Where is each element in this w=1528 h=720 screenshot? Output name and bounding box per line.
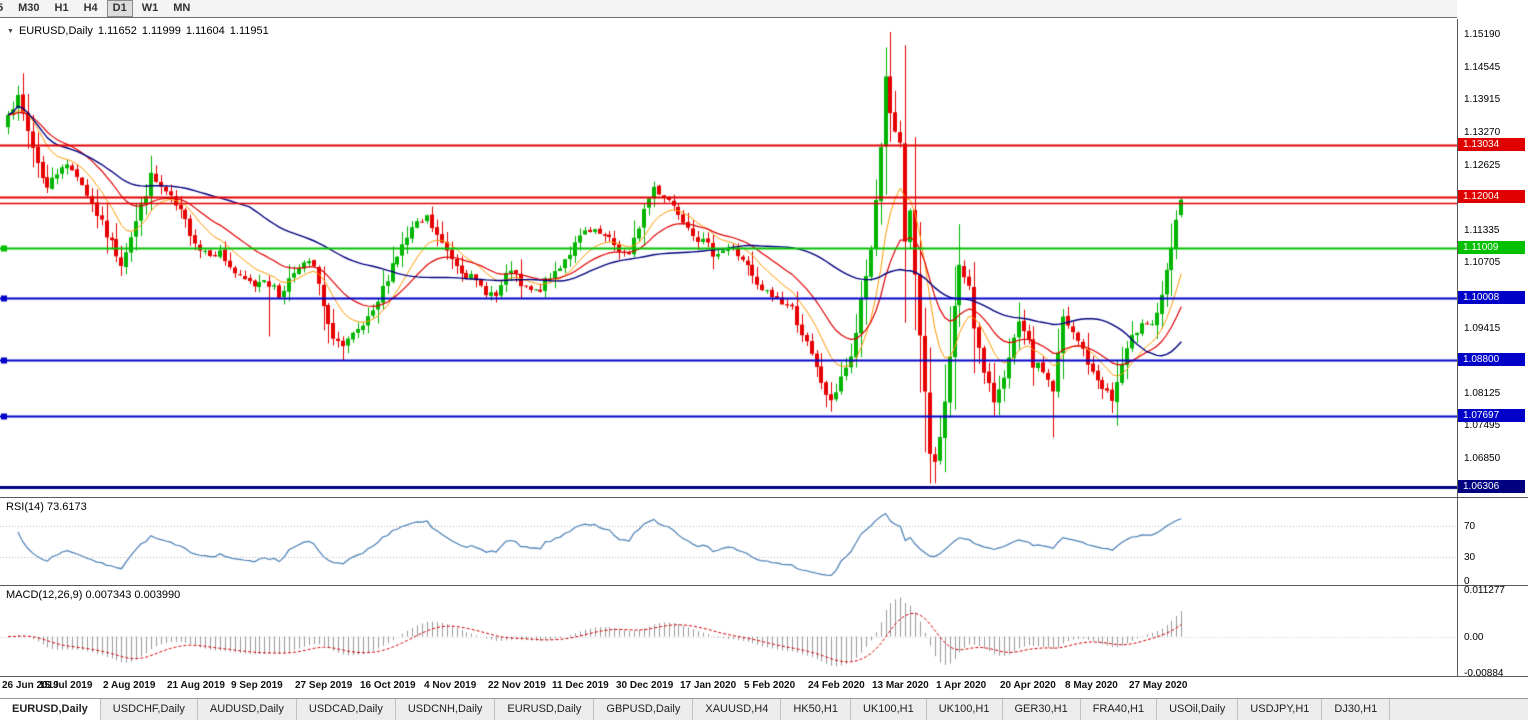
macd-indicator-label: MACD(12,26,9) 0.007343 0.003990 (6, 589, 181, 601)
chart-tab-usoil-daily[interactable]: USOil,Daily (1157, 699, 1239, 720)
ohlc-open-value: 1.11652 (97, 25, 137, 37)
chart-tab-eurusd-daily[interactable]: EURUSD,Daily (495, 699, 595, 720)
price-tick-label: 1.13915 (1464, 94, 1501, 105)
date-tick-label: 27 Sep 2019 (295, 680, 353, 691)
chart-tab-audusd-daily[interactable]: AUDUSD,Daily (198, 699, 297, 720)
date-tick-label: 27 May 2020 (1129, 680, 1188, 691)
timeframe-button-h4[interactable]: H4 (83, 2, 98, 14)
date-tick-label: 11 Dec 2019 (552, 680, 609, 691)
chart-tab-gbpusd-daily[interactable]: GBPUSD,Daily (594, 699, 694, 720)
chart-tabs-bar: EURUSD,Daily USDCHF,Daily AUDUSD,Daily USDC… (0, 698, 1528, 720)
date-tick-label: 13 Mar 2020 (872, 680, 929, 691)
price-axis[interactable]: 1.15190 1.14545 1.13915 1.13270 1.12625 1.113… (1457, 0, 1528, 698)
price-line-badge: 1.11009 (1458, 241, 1525, 254)
macd-tick-label: 0.011277 (1464, 585, 1505, 596)
time-axis[interactable]: 26 Jun 2019 15 Jul 2019 2 Aug 2019 21 Aug 2… (0, 677, 1457, 698)
rsi-tick-label: 0 (1464, 576, 1470, 587)
timeframe-button-mn[interactable]: MN (173, 2, 191, 14)
price-line-badge: 1.06306 (1458, 480, 1525, 493)
chart-symbol-label: EURUSD,Daily (18, 25, 93, 37)
chart-tab-uk100-h1[interactable]: UK100,H1 (851, 699, 927, 720)
ohlc-low-value: 1.11604 (185, 25, 225, 37)
price-line-badge: 1.07697 (1458, 409, 1525, 422)
panel-divider-macd (0, 676, 1528, 677)
macd-tick-label: 0.00 (1464, 632, 1484, 643)
panel-divider-rsi (0, 585, 1528, 586)
price-tick-label: 1.09415 (1464, 323, 1501, 334)
price-chart-canvas[interactable] (0, 19, 1457, 497)
timeframe-button-h1[interactable]: H1 (54, 2, 69, 14)
date-tick-label: 1 Apr 2020 (936, 680, 987, 691)
rsi-panel-canvas[interactable] (0, 498, 1457, 585)
date-tick-label: 16 Oct 2019 (360, 680, 416, 691)
chart-tab-dj30-h1[interactable]: DJ30,H1 (1322, 699, 1391, 720)
price-tick-label: 1.14545 (1464, 62, 1501, 73)
date-tick-label: 17 Jan 2020 (680, 680, 737, 691)
rsi-tick-label: 30 (1464, 552, 1476, 563)
date-tick-label: 9 Sep 2019 (231, 680, 283, 691)
date-tick-label: 15 Jul 2019 (39, 680, 93, 691)
timeframe-button-w1[interactable]: W1 (141, 2, 159, 14)
date-tick-label: 4 Nov 2019 (424, 680, 477, 691)
timeframe-button-5[interactable]: 5 (0, 2, 4, 14)
timeframe-button-m30[interactable]: M30 (18, 2, 40, 14)
panel-divider-main (0, 497, 1528, 498)
date-tick-label: 22 Nov 2019 (488, 680, 546, 691)
price-line-badge: 1.08800 (1458, 353, 1525, 366)
chart-ohlc-header: ▼ EURUSD,Daily 1.11652 1.11999 1.11604 1… (7, 25, 269, 37)
price-axis-separator (1457, 19, 1458, 677)
date-tick-label: 24 Feb 2020 (808, 680, 865, 691)
price-tick-label: 1.06850 (1464, 453, 1501, 464)
chart-tab-hk50-h1[interactable]: HK50,H1 (781, 699, 851, 720)
chart-tab-uk100-h1[interactable]: UK100,H1 (927, 699, 1003, 720)
price-line-badge: 1.13034 (1458, 138, 1525, 151)
date-tick-label: 21 Aug 2019 (167, 680, 225, 691)
price-line-badge: 1.12004 (1458, 190, 1525, 203)
date-tick-label: 20 Apr 2020 (1000, 680, 1056, 691)
date-tick-label: 26 Jun 2019 (2, 680, 59, 691)
chart-tab-ger30-h1[interactable]: GER30,H1 (1003, 699, 1081, 720)
price-tick-label: 1.11335 (1464, 225, 1500, 236)
chart-tab-usdcad-daily[interactable]: USDCAD,Daily (297, 699, 396, 720)
chart-tab-usdjpy-h1[interactable]: USDJPY,H1 (1238, 699, 1323, 720)
rsi-indicator-label: RSI(14) 73.6173 (6, 501, 87, 513)
price-tick-label: 1.13270 (1464, 127, 1501, 138)
chart-tab-eurusd-daily[interactable]: EURUSD,Daily (0, 699, 101, 720)
chart-tab-xauusd-h4[interactable]: XAUUSD,H4 (693, 699, 782, 720)
chart-tab-usdcnh-daily[interactable]: USDCNH,Daily (396, 699, 496, 720)
date-tick-label: 8 May 2020 (1065, 680, 1118, 691)
price-line-badge: 1.10008 (1458, 291, 1525, 304)
price-tick-label: 1.12625 (1464, 160, 1501, 171)
price-tick-label: 1.15190 (1464, 29, 1501, 40)
chart-dropdown-arrow-icon[interactable]: ▼ (7, 27, 14, 35)
date-tick-label: 2 Aug 2019 (103, 680, 156, 691)
ohlc-high-value: 1.11999 (141, 25, 181, 37)
timeframe-button-d1[interactable]: D1 (106, 0, 133, 17)
chart-tab-usdchf-daily[interactable]: USDCHF,Daily (101, 699, 198, 720)
macd-panel-canvas[interactable] (0, 586, 1457, 676)
rsi-tick-label: 70 (1464, 521, 1476, 532)
timeframe-toolbar: 5 M30 H1 H4 D1 W1 MN (0, 0, 1528, 18)
chart-tab-fra40-h1[interactable]: FRA40,H1 (1081, 699, 1158, 720)
price-tick-label: 1.08125 (1464, 388, 1501, 399)
price-tick-label: 1.10705 (1464, 257, 1501, 268)
macd-tick-label: -0.00884 (1464, 668, 1504, 679)
ohlc-close-value: 1.11951 (229, 25, 269, 37)
price-tick-label: 1.07495 (1464, 420, 1501, 431)
date-tick-label: 30 Dec 2019 (616, 680, 674, 691)
date-tick-label: 5 Feb 2020 (744, 680, 796, 691)
